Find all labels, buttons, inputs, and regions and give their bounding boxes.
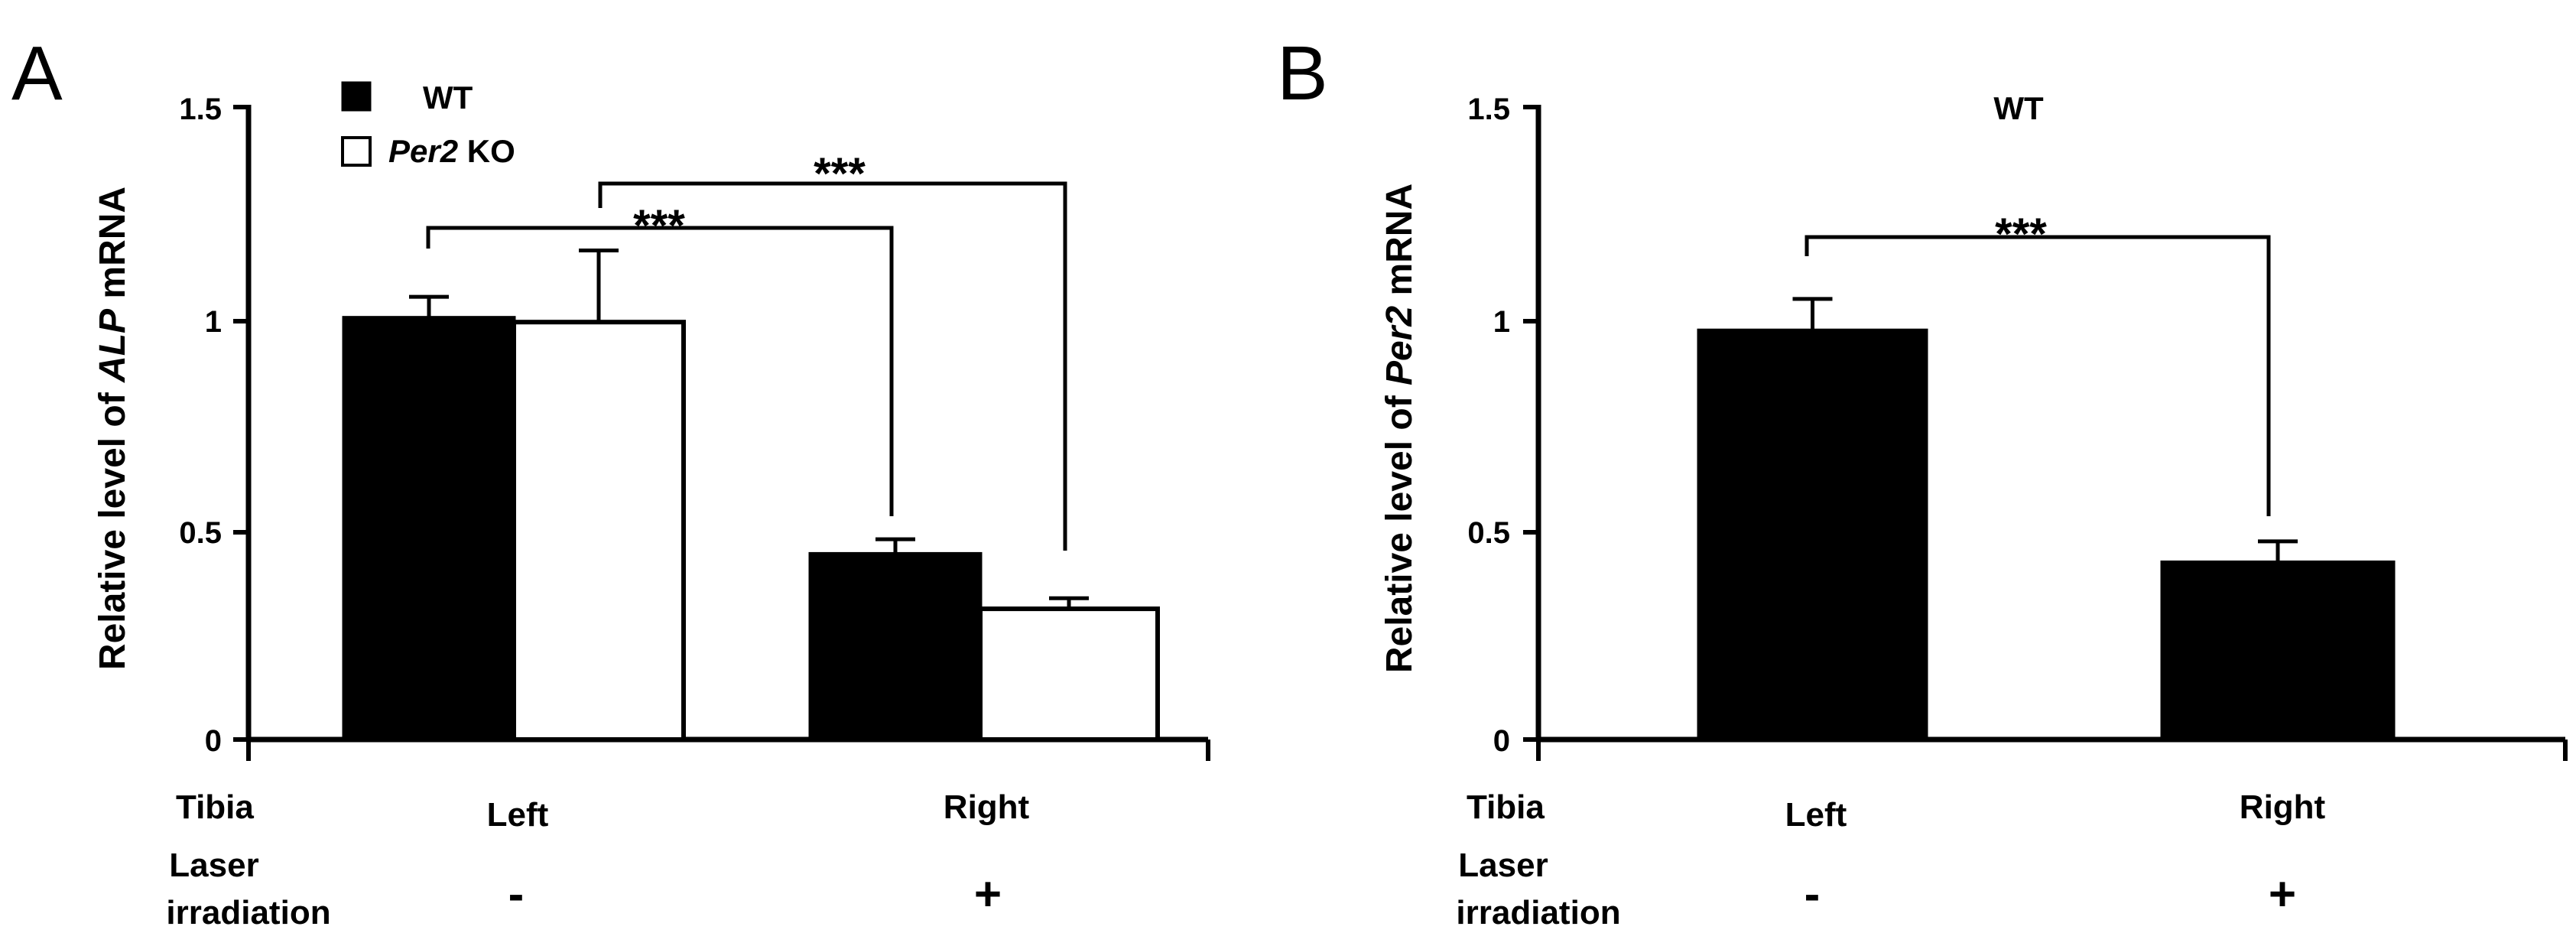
panel-a-bar-ko-left <box>512 320 686 742</box>
panel-a-significance-stars-wt: *** <box>633 201 685 251</box>
panel-a-significance-bracket-ko <box>598 181 1067 551</box>
panel-b-y-tick-label-0: 0 <box>1493 724 1510 758</box>
legend-label-per2-ko: Per2 KO <box>388 133 515 169</box>
panel-b-y-axis-label: Relative level of Per2 mRNA <box>1379 184 1420 673</box>
panel-b-bar-left <box>1697 328 1928 742</box>
panel-a-error-bar-wt-left <box>409 294 449 318</box>
panel-a: A Relative level of ALP mRNA 0 0.5 1 1.5… <box>11 31 1210 931</box>
panel-a-laser-sign-left: - <box>508 868 525 921</box>
panel-a-y-tick-label-1: 1 <box>205 305 222 339</box>
panel-b-significance-bracket <box>1804 235 2271 516</box>
panel-a-legend: WT Per2 KO <box>341 80 515 169</box>
panel-a-row-label-tibia: Tibia <box>176 788 254 826</box>
panel-a-y-axis-label: Relative level of ALP mRNA <box>93 187 133 670</box>
panel-b-letter: B <box>1277 31 1328 116</box>
panel-a-significance-stars-ko: *** <box>814 149 866 199</box>
panel-b-laser-sign-right: + <box>2269 868 2296 921</box>
panel-a-y-tick-label-0.5: 0.5 <box>179 516 222 550</box>
panel-b-y-tick-label-1.5: 1.5 <box>1467 93 1510 126</box>
panel-a-y-tick-label-1.5: 1.5 <box>179 93 222 126</box>
panel-b-error-bar-left <box>1792 297 1833 331</box>
panel-b-bar-right <box>2160 560 2396 742</box>
panel-a-error-bar-wt-right <box>875 537 915 554</box>
panel-a-laser-sign-right: + <box>974 868 1002 921</box>
panel-a-bar-wt-left <box>342 316 516 742</box>
panel-b: B Relative level of Per2 mRNA WT 0 0.5 1… <box>1277 31 2568 931</box>
panel-a-significance-bracket-wt <box>426 226 894 516</box>
panel-a-row-label-laser: Laser <box>169 847 258 884</box>
panel-a-bar-wt-right <box>808 551 983 742</box>
panel-a-error-bar-ko-left <box>579 248 619 323</box>
panel-a-row-label-irradiation: irradiation <box>166 894 330 931</box>
panel-b-y-tick-label-1: 1 <box>1493 305 1510 339</box>
panel-b-y-tick-label-0.5: 0.5 <box>1467 516 1510 550</box>
panel-a-letter: A <box>11 31 63 116</box>
panel-a-y-tick-label-0: 0 <box>205 724 222 758</box>
panel-a-category-right: Right <box>944 788 1030 826</box>
panel-a-bar-ko-right <box>978 606 1160 742</box>
panel-b-row-label-irradiation: irradiation <box>1456 894 1620 931</box>
panel-a-error-bar-ko-right <box>1049 596 1089 610</box>
panel-b-category-right: Right <box>2240 788 2326 826</box>
panel-b-row-label-tibia: Tibia <box>1467 788 1545 826</box>
legend-swatch-per2-ko <box>341 136 372 167</box>
legend-label-wt: WT <box>423 80 473 115</box>
panel-b-significance-stars: *** <box>1995 210 2047 259</box>
panel-a-category-left: Left <box>487 796 549 834</box>
panel-b-error-bar-right <box>2258 539 2298 563</box>
legend-swatch-wt <box>341 81 372 112</box>
panel-b-category-left: Left <box>1785 796 1847 834</box>
panel-b-title: WT <box>1993 90 2044 126</box>
panel-b-laser-sign-left: - <box>1804 868 1821 921</box>
panel-b-row-label-laser: Laser <box>1458 847 1548 884</box>
